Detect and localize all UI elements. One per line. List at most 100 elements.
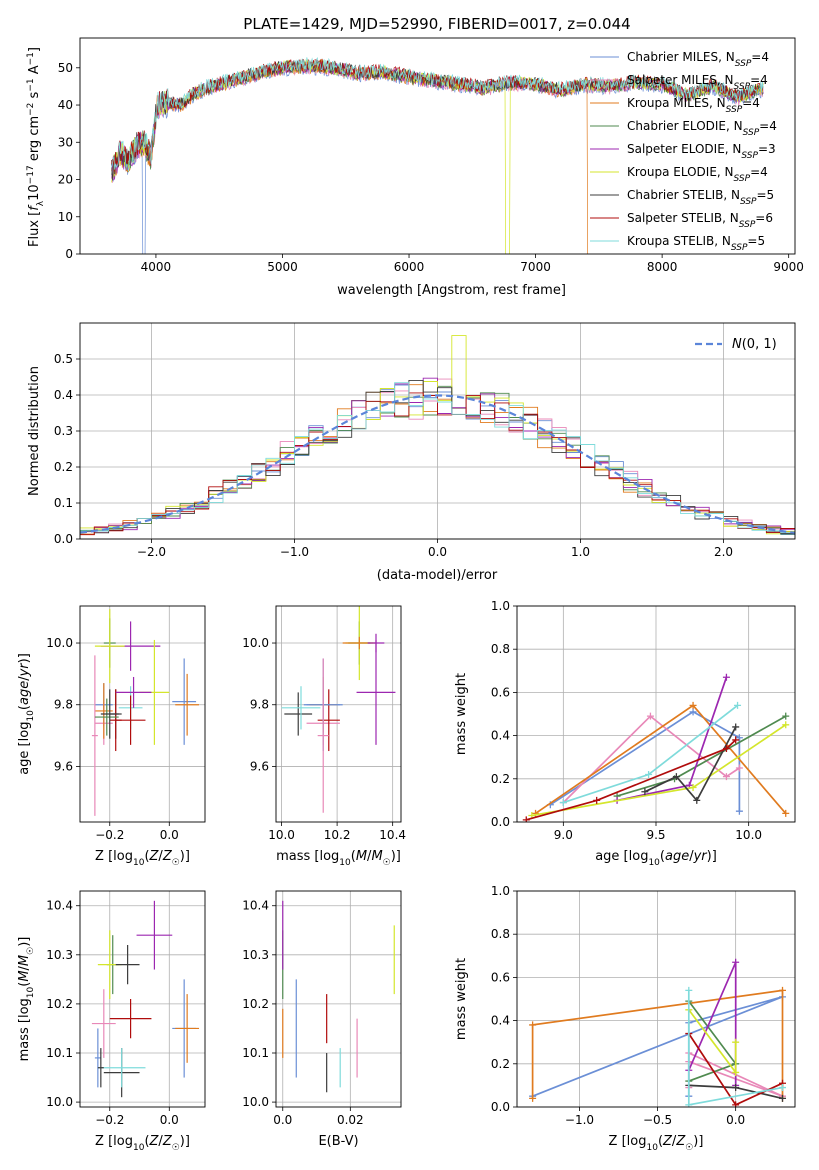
x-axis-label: E(B-V) (318, 1134, 358, 1149)
mass-weight-point (689, 708, 697, 716)
y-tick-label: 1.0 (491, 599, 510, 613)
mass-weight-point (732, 723, 740, 731)
y-tick-label: 10.3 (242, 948, 269, 962)
figure-title: PLATE=1429, MJD=52990, FIBERID=0017, z=0… (243, 15, 630, 33)
x-tick-label: 0.0 (160, 828, 179, 842)
legend-label: Chabrier MILES, NSSP=4 (627, 50, 769, 69)
legend-label: Kroupa ELODIE, NSSP=4 (627, 165, 768, 184)
y-tick-label: 10.1 (46, 1046, 73, 1060)
y-tick-label: 0.5 (54, 352, 73, 366)
mass-weight-line (549, 710, 741, 812)
y-tick-label: 0.0 (491, 1100, 510, 1114)
mass-weight-point (735, 807, 743, 815)
y-tick-label: 0.1 (54, 496, 73, 510)
mass-weight-point (645, 770, 653, 778)
x-tick-label: 7000 (520, 260, 551, 274)
mass-weight-point (689, 783, 697, 791)
mass-weight-line (644, 726, 737, 802)
x-tick-label: 9000 (773, 260, 804, 274)
mass-weight-point (732, 1068, 740, 1076)
x-tick-label: 5000 (267, 260, 298, 274)
x-tick-label: 2.0 (714, 545, 733, 559)
y-tick-label: 10 (58, 210, 73, 224)
x-axis-label: age [log10(age/yr)] (595, 849, 717, 868)
axes-frame (79, 37, 796, 255)
legend-label: Chabrier STELIB, NSSP=5 (627, 188, 774, 207)
mass-weight-point (522, 816, 530, 822)
x-axis-label: Z [log10(Z/Z☉)] (609, 1134, 704, 1153)
spectrum-series-line (111, 58, 764, 172)
y-tick-label: 0.4 (491, 1014, 510, 1028)
y-axis-label: mass weight (454, 673, 469, 755)
x-axis-label: wavelength [Angstrom, rest frame] (337, 283, 566, 298)
mass-weight-point (779, 1084, 787, 1092)
legend-label: Salpeter STELIB, NSSP=6 (627, 211, 773, 230)
x-tick-label: 8000 (647, 260, 678, 274)
mass-weight-point (734, 701, 742, 709)
axes-frame (79, 890, 206, 1108)
mass-weight-vs-Z-panel: −1.0 −0.5 0.0 0.0 0.2 0.4 0.6 0.8 1.0 Z [log10(Z/… (454, 884, 796, 1153)
x-tick-label: 4000 (141, 260, 172, 274)
y-tick-label: 9.6 (250, 759, 269, 773)
age-vs-Z-panel: −0.2 0.0 9.6 9.8 10.0 Z [log10(Z/Z☉)] age [log… (17, 605, 206, 868)
y-tick-label: 20 (58, 173, 73, 187)
y-axis-label: age [log10(age/yr)] (17, 653, 36, 775)
x-tick-label: 10.4 (379, 828, 406, 842)
histogram-step-line (80, 392, 795, 536)
x-axis-label: (data-model)/error (377, 568, 498, 583)
y-tick-label: 10.0 (242, 636, 269, 650)
axes-frame (516, 890, 796, 1108)
legend-label: N(0, 1) (732, 337, 777, 352)
y-tick-label: 0.2 (491, 772, 510, 786)
x-tick-label: 9.0 (554, 828, 573, 842)
mass-weight-point (735, 764, 743, 772)
axes-frame (516, 605, 796, 823)
legend-label: Salpeter ELODIE, NSSP=3 (627, 142, 776, 161)
axes-frame (275, 605, 402, 823)
mass-weight-line (526, 739, 737, 821)
mass-weight-point (782, 712, 790, 720)
x-tick-label: 10.0 (735, 828, 762, 842)
x-tick-label: 10.0 (268, 828, 295, 842)
mass-weight-point (529, 1021, 537, 1029)
mass-weight-point (732, 1101, 740, 1107)
y-tick-label: 0.4 (491, 729, 510, 743)
y-tick-label: 10.0 (242, 1095, 269, 1109)
x-tick-label: 0.02 (337, 1113, 364, 1127)
mass-weight-point (722, 673, 730, 681)
y-axis-label: Flux [fλ10−17 erg cm−2 s−1 A−1] (26, 47, 46, 247)
mass-weight-vs-age-panel: 9.0 9.5 10.0 0.0 0.2 0.4 0.6 0.8 1.0 age [log10(a… (454, 599, 796, 868)
spectrum-panel: 4000 5000 6000 7000 8000 9000 0 10 20 30 40 50 Chabr… (26, 37, 804, 298)
x-tick-label: −1.0 (565, 1113, 594, 1127)
axes-frame (79, 605, 206, 823)
y-tick-label: 0.4 (54, 388, 73, 402)
mass-weight-point (779, 986, 787, 994)
x-axis-label: mass [log10(M/M☉)] (276, 849, 401, 868)
y-tick-label: 0.6 (491, 970, 510, 984)
x-tick-label: −1.0 (280, 545, 309, 559)
mass-weight-point (732, 958, 740, 966)
mass-weight-point (722, 745, 730, 753)
mass-weight-point (732, 1084, 740, 1092)
x-tick-label: 0.0 (428, 545, 447, 559)
y-tick-label: 10.0 (46, 1095, 73, 1109)
y-tick-label: 9.8 (250, 698, 269, 712)
y-tick-label: 9.8 (54, 698, 73, 712)
spectrum-legend: Chabrier MILES, NSSP=4 Salpeter MILES, NS… (590, 50, 777, 253)
x-tick-label: 0.0 (726, 1113, 745, 1127)
mass-weight-point (689, 701, 697, 709)
legend-label: Kroupa STELIB, NSSP=5 (627, 234, 765, 253)
spectrum-series-line (111, 57, 764, 172)
x-tick-label: 1.0 (571, 545, 590, 559)
y-tick-label: 0.0 (491, 815, 510, 829)
y-tick-label: 10.1 (242, 1046, 269, 1060)
x-axis-label: Z [log10(Z/Z☉)] (95, 1134, 190, 1153)
mass-weight-point (732, 736, 740, 744)
y-tick-label: 10.2 (242, 997, 269, 1011)
legend-label: Salpeter MILES, NSSP=4 (627, 73, 768, 92)
y-tick-label: 0.0 (54, 532, 73, 546)
y-tick-label: 9.6 (54, 759, 73, 773)
mass-weight-line (562, 715, 740, 804)
age-vs-mass-panel: 10.0 10.2 10.4 9.6 9.8 10.0 mass [log10(M/M☉)] (242, 605, 406, 868)
